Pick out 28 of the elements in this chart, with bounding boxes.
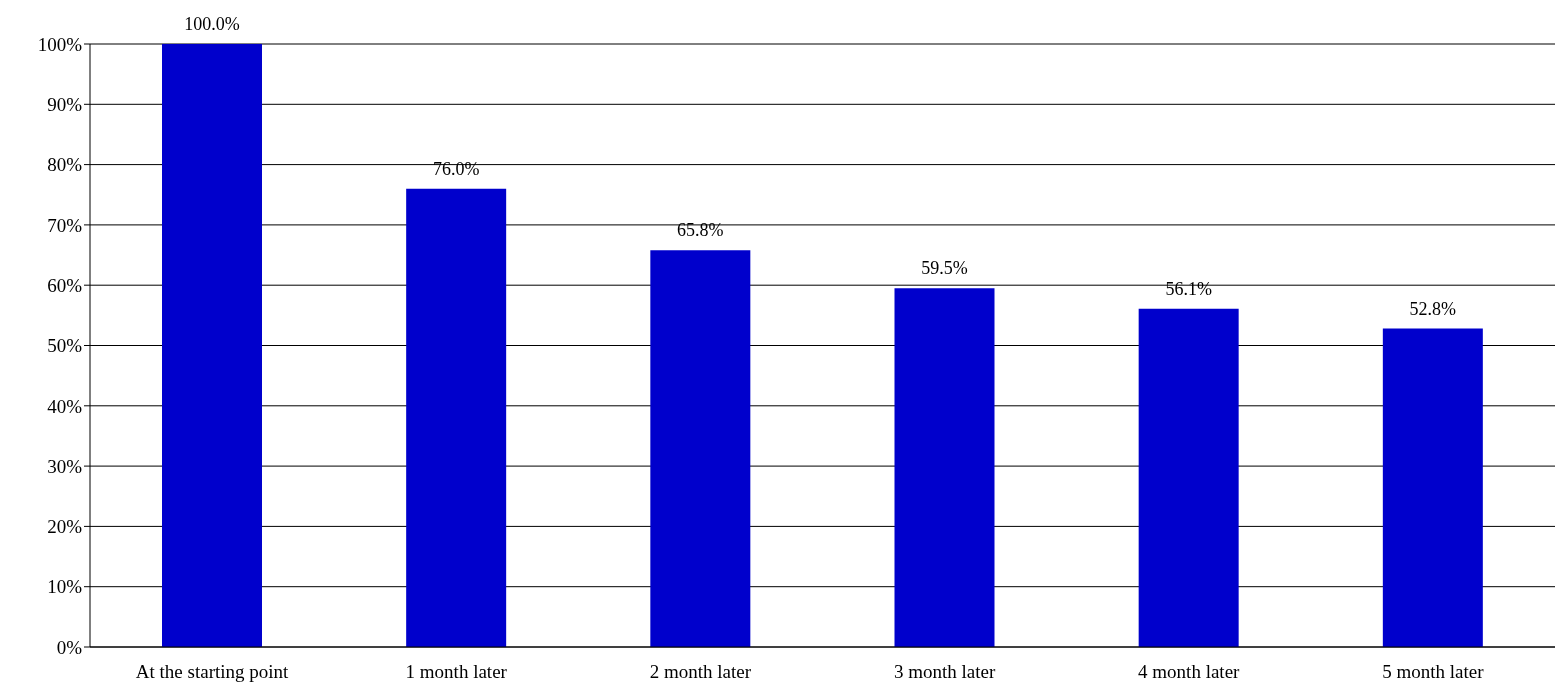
y-tick-label: 20% xyxy=(47,516,83,538)
x-tick-label: 3 month later xyxy=(893,661,996,683)
bar xyxy=(1138,308,1239,647)
bar xyxy=(1382,328,1483,647)
bar xyxy=(162,44,262,647)
x-tick-label: 5 month later xyxy=(1382,661,1485,683)
y-tick-label: 90% xyxy=(47,94,83,116)
data-label: 59.5% xyxy=(921,258,968,279)
y-tick-label: 10% xyxy=(47,576,83,598)
y-tick-label: 80% xyxy=(47,154,83,176)
data-label: 52.8% xyxy=(1409,298,1457,319)
bar xyxy=(406,188,507,647)
y-tick-label: 0% xyxy=(56,636,83,658)
data-label: 65.8% xyxy=(677,220,724,241)
y-tick-label: 30% xyxy=(47,455,83,477)
data-label: 76.0% xyxy=(432,158,480,179)
x-tick-label: At the starting point xyxy=(135,661,290,683)
x-tick-label: 2 month later xyxy=(649,661,752,683)
data-label: 100.0% xyxy=(184,14,240,34)
bar xyxy=(650,250,751,647)
x-tick-label: 4 month later xyxy=(1138,661,1241,683)
y-tick-label: 70% xyxy=(47,214,83,236)
y-tick-label: 100% xyxy=(37,33,83,55)
bar xyxy=(894,288,995,647)
y-tick-label: 40% xyxy=(47,395,83,417)
y-tick-label: 60% xyxy=(47,274,83,296)
x-tick-label: 1 month later xyxy=(405,661,508,683)
y-tick-label: 50% xyxy=(47,335,83,357)
